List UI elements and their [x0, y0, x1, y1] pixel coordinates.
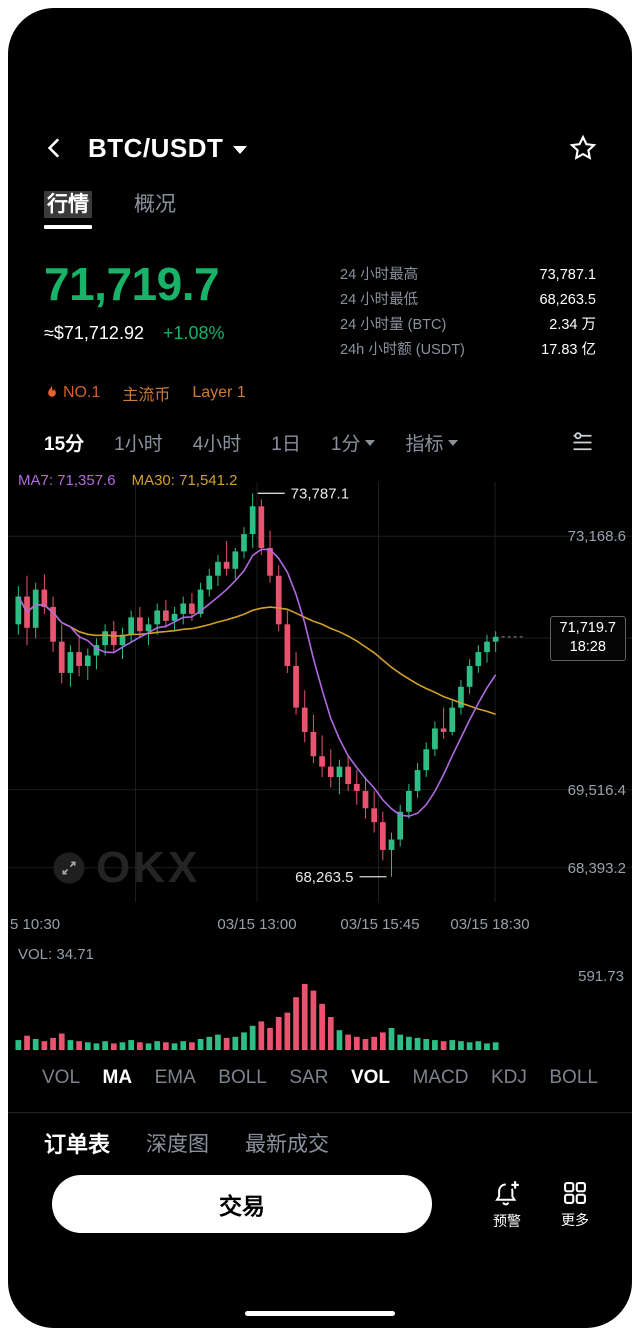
timeframe-4h[interactable]: 4小时 — [192, 434, 242, 455]
trade-button[interactable]: 交易 — [52, 1175, 432, 1233]
volume-label: VOL: 34.71 — [18, 946, 94, 963]
tab-quotes[interactable]: 行情 — [44, 188, 92, 237]
chevron-down-icon — [233, 145, 248, 154]
back-button[interactable] — [42, 135, 68, 161]
tab-overview[interactable]: 概况 — [134, 188, 176, 226]
stat-row-volume: 24 小时量 (BTC) 2.34 万 — [340, 317, 596, 333]
home-indicator — [245, 1311, 395, 1316]
time-tick: 03/15 13:00 — [217, 916, 297, 933]
tab-overview-label: 概况 — [134, 193, 176, 216]
tab-order-book[interactable]: 订单表 — [44, 1132, 111, 1157]
svg-text:68,263.5: 68,263.5 — [295, 869, 353, 886]
timeframe-dropdown[interactable]: 1分 — [331, 429, 376, 456]
time-axis: 5 10:30 03/15 13:00 03/15 15:45 03/15 18… — [8, 912, 632, 938]
fiat-price: ≈$71,712.92 — [44, 323, 144, 343]
badges-row: NO.1 主流币 Layer 1 — [8, 381, 632, 405]
back-chevron-icon — [47, 138, 60, 158]
volume-axis-max: 591.73 — [578, 968, 624, 985]
current-price-badge: 71,719.7 18:28 — [549, 615, 626, 661]
stat-row-low: 24 小时最低 68,263.5 — [340, 292, 596, 308]
chevron-down-icon — [365, 439, 376, 446]
grid-icon — [564, 1181, 586, 1204]
indicator-macd[interactable]: MACD — [412, 1067, 469, 1088]
volume-panel: VOL: 34.71 591.73 — [8, 942, 632, 1054]
candlestick-chart[interactable]: 73,168.671,702.869,516.468,393.273,787.1… — [8, 466, 632, 912]
tune-icon — [573, 432, 592, 451]
star-icon — [569, 134, 597, 160]
volume-chart[interactable] — [8, 942, 632, 1054]
indicator-vol-sub[interactable]: VOL — [350, 1067, 391, 1088]
rank-label: NO.1 — [63, 384, 101, 401]
phone-frame: BTC/USDT 行情 概况 71,719.7 ≈$71,712.92 +1.0… — [8, 8, 632, 1328]
tab-depth-chart[interactable]: 深度图 — [146, 1133, 210, 1156]
stat-row-turnover: 24h 小时额 (USDT) 17.83 亿 — [340, 342, 596, 358]
pair-selector[interactable]: BTC/USDT — [88, 132, 248, 164]
indicator-ema[interactable]: EMA — [154, 1067, 196, 1088]
current-price: 71,719.7 — [559, 619, 616, 636]
active-tab-underline — [44, 225, 92, 229]
alert-label: 预警 — [493, 1212, 521, 1229]
page-title: BTC/USDT — [88, 132, 224, 163]
top-tab-bar: 行情 概况 — [8, 188, 632, 237]
indicator-sar[interactable]: SAR — [289, 1067, 329, 1088]
svg-text:73,787.1: 73,787.1 — [291, 485, 349, 502]
chart-watermark: OKX — [52, 846, 200, 890]
more-button[interactable]: 更多 — [546, 1179, 604, 1230]
chevron-down-icon — [448, 439, 459, 446]
time-tick: 03/15 18:30 — [450, 916, 530, 933]
status-bar — [8, 8, 632, 124]
chart-settings-button[interactable] — [569, 429, 596, 456]
tag-layer1[interactable]: Layer 1 — [192, 384, 246, 401]
price-change: +1.08% — [162, 323, 225, 343]
stat-row-high: 24 小时最高 73,787.1 — [340, 267, 596, 283]
indicator-ma[interactable]: MA — [102, 1067, 133, 1088]
timeframe-1h[interactable]: 1小时 — [114, 434, 163, 455]
stats-panel: 24 小时最高 73,787.1 24 小时最低 68,263.5 24 小时量 (… — [340, 263, 596, 363]
price-chart: 73,168.671,702.869,516.468,393.273,787.1… — [8, 466, 632, 912]
indicator-boll[interactable]: BOLL — [218, 1067, 267, 1088]
expand-icon — [53, 852, 85, 884]
last-price: 71,719.7 — [44, 258, 220, 310]
section-divider — [8, 1112, 632, 1113]
time-tick: 5 10:30 — [10, 916, 61, 933]
svg-text:68,393.2: 68,393.2 — [568, 860, 626, 877]
bell-plus-icon — [495, 1180, 519, 1205]
indicator-vol-main[interactable]: VOL — [42, 1067, 81, 1088]
indicator-boll2[interactable]: BOLL — [549, 1067, 598, 1088]
app-header: BTC/USDT — [8, 124, 632, 172]
bottom-action-bar: 交易 预警 更多 — [8, 1175, 632, 1233]
favorite-button[interactable] — [568, 133, 598, 163]
indicator-kdj[interactable]: KDJ — [490, 1067, 527, 1088]
timeframe-bar: 15分 1小时 4小时 1日 1分 指标 — [8, 429, 632, 456]
current-time: 18:28 — [569, 639, 606, 656]
timeframe-1d[interactable]: 1日 — [271, 434, 301, 455]
indicator-dropdown[interactable]: 指标 — [405, 429, 459, 456]
flame-icon — [48, 385, 56, 397]
indicator-bar: VOL MA EMA BOLL SAR VOL MACD KDJ BOLL — [8, 1056, 632, 1100]
tab-quotes-label: 行情 — [44, 191, 92, 218]
okx-logo: OKX — [96, 843, 201, 892]
timeframe-15m[interactable]: 15分 — [44, 434, 85, 455]
price-section: 71,719.7 ≈$71,712.92 +1.08% 24 小时最高 73,78… — [8, 257, 632, 363]
rank-badge[interactable]: NO.1 — [44, 384, 100, 402]
fullscreen-button[interactable] — [52, 851, 86, 885]
tag-mainstream[interactable]: 主流币 — [122, 387, 171, 404]
order-tab-bar: 订单表 深度图 最新成交 — [8, 1113, 632, 1173]
time-tick: 03/15 15:45 — [340, 916, 420, 933]
svg-text:73,168.6: 73,168.6 — [568, 528, 626, 545]
alert-button[interactable]: 预警 — [478, 1178, 536, 1231]
more-label: 更多 — [561, 1211, 589, 1228]
svg-text:69,516.4: 69,516.4 — [568, 782, 626, 799]
tab-latest-trades[interactable]: 最新成交 — [245, 1133, 330, 1156]
